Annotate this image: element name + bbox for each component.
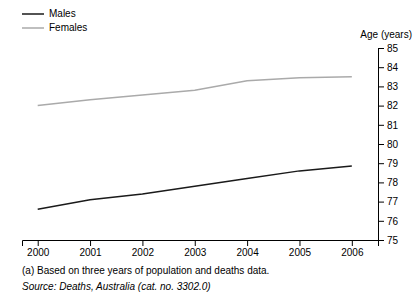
y-tick-mark bbox=[378, 67, 384, 68]
footnote: (a) Based on three years of population a… bbox=[22, 265, 269, 276]
line bbox=[38, 77, 352, 106]
x-tick: 2001 bbox=[79, 240, 102, 258]
y-tick-label: 81 bbox=[387, 120, 399, 131]
x-tick-label: 2001 bbox=[79, 247, 102, 258]
y-tick-mark bbox=[378, 125, 384, 126]
y-tick-mark bbox=[378, 182, 384, 183]
x-tick: 2000 bbox=[27, 240, 50, 258]
x-tick-label: 2006 bbox=[341, 247, 364, 258]
x-tick-label: 2003 bbox=[184, 247, 207, 258]
y-tick-label: 80 bbox=[387, 139, 399, 150]
y-tick-label: 82 bbox=[387, 100, 399, 111]
plot-area: 2000 2001 2002 2003 2004 2005 2006 75 76 77 78 79 80… bbox=[23, 43, 399, 258]
legend-swatch bbox=[22, 13, 44, 15]
y-tick-mark bbox=[378, 163, 384, 164]
y-tick-label: 85 bbox=[387, 43, 399, 54]
y-tick: 80 bbox=[378, 139, 399, 150]
x-tick: 2004 bbox=[236, 240, 259, 258]
y-tick-mark bbox=[378, 144, 384, 145]
legend-label: Females bbox=[49, 22, 87, 33]
x-tick: 2003 bbox=[184, 240, 207, 258]
legend-label: Males bbox=[49, 8, 76, 19]
line bbox=[38, 166, 352, 209]
y-tick-label: 83 bbox=[387, 81, 399, 92]
x-tick-mark bbox=[247, 240, 248, 246]
y-tick-mark bbox=[378, 221, 384, 222]
y-tick: 78 bbox=[378, 177, 399, 188]
x-tick-mark bbox=[352, 240, 353, 246]
y-tick: 82 bbox=[378, 100, 399, 111]
y-axis-title: Age (years) bbox=[360, 29, 412, 40]
x-tick-mark bbox=[195, 240, 196, 246]
y-tick: 76 bbox=[378, 216, 399, 227]
y-tick-label: 75 bbox=[387, 235, 399, 246]
y-tick: 83 bbox=[378, 81, 399, 92]
y-tick: 85 bbox=[378, 43, 399, 54]
y-tick-label: 77 bbox=[387, 196, 399, 207]
x-tick: 2002 bbox=[132, 240, 155, 258]
y-tick: 84 bbox=[378, 62, 399, 73]
y-tick-mark bbox=[378, 106, 384, 107]
y-tick: 79 bbox=[378, 158, 399, 169]
x-tick-mark bbox=[142, 240, 143, 246]
chart: 2000 2001 2002 2003 2004 2005 2006 75 76 77 78 79 80… bbox=[0, 0, 416, 302]
y-tick-mark bbox=[378, 86, 384, 87]
x-tick-mark bbox=[38, 240, 39, 246]
y-axis-line bbox=[379, 49, 385, 241]
x-tick-mark bbox=[299, 240, 300, 246]
y-tick-mark bbox=[378, 48, 384, 49]
x-tick-label: 2000 bbox=[27, 247, 50, 258]
y-tick-label: 76 bbox=[387, 216, 399, 227]
x-tick: 2006 bbox=[341, 240, 364, 258]
x-axis-line bbox=[23, 241, 379, 247]
x-tick-label: 2004 bbox=[236, 247, 259, 258]
x-tick-label: 2005 bbox=[289, 247, 312, 258]
x-tick-label: 2002 bbox=[132, 247, 155, 258]
legend: Males Females bbox=[22, 8, 87, 33]
y-tick-label: 84 bbox=[387, 62, 399, 73]
y-tick-mark bbox=[378, 202, 384, 203]
y-axis: 75 76 77 78 79 80 81 82 83 84 85 bbox=[378, 43, 399, 246]
y-tick-label: 79 bbox=[387, 158, 399, 169]
footnote: Source: Deaths, Australia (cat. no. 3302… bbox=[22, 281, 211, 292]
y-tick-label: 78 bbox=[387, 177, 399, 188]
x-tick: 2005 bbox=[289, 240, 312, 258]
legend-swatch bbox=[22, 27, 44, 29]
x-tick-mark bbox=[90, 240, 91, 246]
lines bbox=[38, 77, 352, 209]
y-tick: 81 bbox=[378, 120, 399, 131]
y-tick-mark bbox=[378, 240, 384, 241]
y-tick: 77 bbox=[378, 196, 399, 207]
y-tick: 75 bbox=[378, 235, 399, 246]
x-axis: 2000 2001 2002 2003 2004 2005 2006 bbox=[23, 240, 379, 258]
